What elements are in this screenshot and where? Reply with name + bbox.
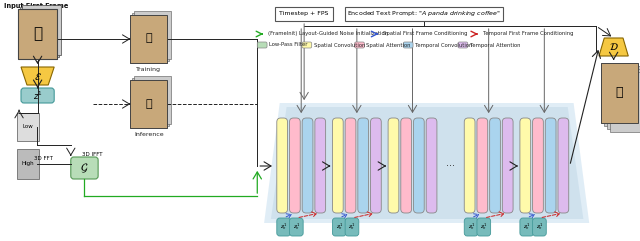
Bar (134, 11, 172, 59)
Bar (20, 7, 59, 57)
FancyBboxPatch shape (477, 218, 491, 236)
Bar (604, 66, 640, 126)
Text: $z^1_h$: $z^1_h$ (523, 222, 531, 232)
Bar (22, 5, 61, 55)
FancyBboxPatch shape (358, 118, 369, 213)
FancyBboxPatch shape (545, 118, 556, 213)
Bar (17, 149, 38, 179)
Text: Spatial Attention: Spatial Attention (366, 42, 411, 47)
Bar (132, 13, 170, 61)
Text: $\mathcal{G}$: $\mathcal{G}$ (80, 161, 89, 175)
FancyBboxPatch shape (276, 218, 291, 236)
Text: Input First Frame: Input First Frame (4, 3, 69, 9)
FancyBboxPatch shape (345, 118, 356, 213)
FancyBboxPatch shape (464, 118, 475, 213)
Text: $z^1_h$: $z^1_h$ (348, 222, 356, 232)
Bar (275, 7, 333, 21)
Text: (FrameInit) Layout-Guided Noise Initialization: (FrameInit) Layout-Guided Noise Initiali… (268, 32, 388, 36)
Text: Low: Low (22, 125, 33, 129)
Bar (17, 113, 38, 141)
Bar (132, 78, 170, 126)
Text: ···: ··· (446, 161, 455, 171)
FancyBboxPatch shape (315, 118, 326, 213)
FancyBboxPatch shape (426, 118, 437, 213)
Text: $z^1_h$: $z^1_h$ (536, 222, 543, 232)
Polygon shape (21, 67, 54, 85)
Bar (18, 9, 57, 59)
Bar (610, 72, 640, 132)
Bar (131, 15, 168, 63)
Bar (601, 63, 638, 123)
Polygon shape (264, 103, 589, 223)
FancyBboxPatch shape (520, 218, 534, 236)
Text: Temporal First Frame Conditioning: Temporal First Frame Conditioning (483, 32, 573, 36)
Bar (131, 80, 168, 128)
FancyBboxPatch shape (502, 118, 513, 213)
FancyBboxPatch shape (345, 218, 359, 236)
Text: Spatial Convolution: Spatial Convolution (314, 42, 365, 47)
Text: Inference: Inference (134, 132, 164, 136)
Bar (131, 15, 168, 63)
Text: Temporal Convolution: Temporal Convolution (415, 42, 472, 47)
Text: 3D IFFT: 3D IFFT (81, 153, 102, 158)
Text: $z^1_h$: $z^1_h$ (292, 222, 300, 232)
FancyBboxPatch shape (289, 218, 303, 236)
Text: $z^1_h$: $z^1_h$ (280, 222, 287, 232)
Text: $z^1_h$: $z^1_h$ (336, 222, 343, 232)
Polygon shape (599, 38, 628, 56)
FancyBboxPatch shape (520, 118, 531, 213)
FancyBboxPatch shape (71, 157, 98, 179)
FancyBboxPatch shape (403, 42, 413, 48)
FancyBboxPatch shape (532, 118, 543, 213)
FancyBboxPatch shape (490, 118, 500, 213)
FancyBboxPatch shape (257, 42, 267, 48)
Text: Temporal Attention: Temporal Attention (470, 42, 520, 47)
FancyBboxPatch shape (276, 118, 287, 213)
Text: $\mathcal{E}$: $\mathcal{E}$ (34, 71, 42, 81)
Text: 🐼: 🐼 (145, 99, 152, 109)
FancyBboxPatch shape (332, 118, 343, 213)
FancyBboxPatch shape (477, 118, 488, 213)
FancyBboxPatch shape (332, 218, 346, 236)
FancyBboxPatch shape (458, 42, 468, 48)
Text: Timestep + FPS: Timestep + FPS (280, 12, 329, 16)
Text: High: High (22, 161, 34, 167)
FancyBboxPatch shape (289, 118, 300, 213)
FancyBboxPatch shape (558, 118, 569, 213)
Text: $z^1$: $z^1$ (33, 89, 43, 102)
Text: $z^1_h$: $z^1_h$ (468, 222, 475, 232)
FancyBboxPatch shape (302, 118, 313, 213)
Text: 🐼: 🐼 (145, 33, 152, 43)
FancyBboxPatch shape (388, 118, 399, 213)
Text: 🐼: 🐼 (616, 87, 623, 100)
Text: Encoded Text Prompt: "$\mathit{A\ panda\ drinking\ coffee}$": Encoded Text Prompt: "$\mathit{A\ panda\… (348, 9, 501, 19)
Bar (134, 76, 172, 124)
Bar (18, 9, 57, 59)
FancyBboxPatch shape (401, 118, 412, 213)
Text: $\mathcal{D}$: $\mathcal{D}$ (609, 41, 618, 53)
Text: Low-Pass Filter: Low-Pass Filter (269, 42, 307, 47)
Bar (345, 7, 503, 21)
Text: Training: Training (136, 67, 161, 72)
FancyBboxPatch shape (302, 42, 312, 48)
Text: Spatial First Frame Conditioning: Spatial First Frame Conditioning (383, 32, 468, 36)
Text: 3D FFT: 3D FFT (34, 155, 53, 161)
FancyBboxPatch shape (532, 218, 547, 236)
FancyBboxPatch shape (413, 118, 424, 213)
FancyBboxPatch shape (464, 218, 478, 236)
Bar (601, 63, 638, 123)
Text: $z^1_h$: $z^1_h$ (480, 222, 487, 232)
FancyBboxPatch shape (21, 88, 54, 103)
Polygon shape (271, 107, 584, 219)
FancyBboxPatch shape (371, 118, 381, 213)
Text: 🐼: 🐼 (33, 27, 42, 41)
Bar (131, 80, 168, 128)
FancyBboxPatch shape (355, 42, 364, 48)
Bar (607, 69, 640, 129)
